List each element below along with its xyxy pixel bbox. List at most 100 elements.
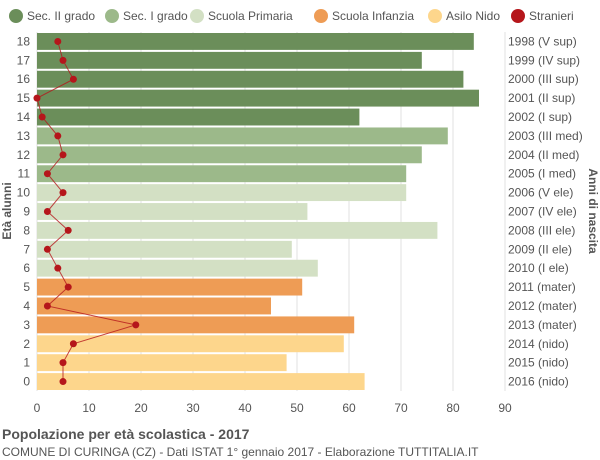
y-tick-label-age: 12 [17, 148, 31, 162]
legend-swatch [105, 9, 119, 23]
legend: Sec. II grado Sec. I grado Scuola Primaria… [9, 9, 574, 23]
y-tick-label-birth: 2010 (I ele) [508, 261, 569, 275]
stranieri-point [132, 321, 140, 329]
y-tick-label-birth: 1999 (IV sup) [508, 53, 580, 67]
stranieri-point [69, 75, 77, 83]
y-tick-label-age: 2 [23, 337, 30, 351]
y-tick-label-birth: 2011 (mater) [508, 280, 576, 294]
bar [37, 184, 407, 202]
stranieri-point [59, 378, 67, 386]
y-tick-label-birth: 2016 (nido) [508, 375, 569, 389]
bar [37, 354, 287, 372]
chart-footer-subtitle: COMUNE DI CURINGA (CZ) - Dati ISTAT 1° g… [2, 445, 479, 459]
y-tick-label-birth: 2009 (II ele) [508, 242, 572, 256]
bar [37, 165, 407, 183]
bar [37, 33, 474, 50]
stranieri-point [43, 208, 51, 215]
bars [37, 33, 479, 390]
y-tick-label-birth: 2015 (nido) [508, 356, 569, 370]
y-tick-label-age: 8 [23, 223, 30, 237]
y-tick-label-birth: 1998 (V sup) [508, 34, 577, 48]
x-tick-label: 80 [446, 401, 460, 415]
y-tick-label-age: 14 [17, 110, 31, 124]
bar [37, 221, 438, 239]
y-axis-right-label: Anni di nascita [586, 168, 600, 254]
x-tick-label: 60 [342, 401, 356, 415]
x-tick-label: 30 [186, 401, 200, 415]
bar [37, 278, 303, 296]
y-tick-label-age: 4 [23, 299, 30, 313]
legend-label: Sec. I grado [123, 9, 188, 23]
y-tick-label-age: 13 [17, 129, 31, 143]
bar [37, 108, 360, 126]
bar [37, 146, 422, 164]
legend-label: Sec. II grado [27, 9, 95, 23]
y-tick-label-age: 9 [23, 205, 30, 219]
stranieri-point [54, 37, 62, 45]
y-tick-label-age: 15 [17, 91, 31, 105]
bar [37, 240, 292, 258]
x-tick-label: 40 [238, 401, 252, 415]
x-tick-label: 20 [134, 401, 148, 415]
y-tick-label-birth: 2001 (II sup) [508, 91, 575, 105]
stranieri-point [54, 264, 62, 272]
x-tick-label: 70 [394, 401, 408, 415]
y-tick-label-birth: 2002 (I sup) [508, 110, 572, 124]
bar [37, 297, 271, 315]
y-tick-label-birth: 2013 (mater) [508, 318, 577, 332]
stranieri-point [59, 189, 67, 197]
y-tick-label-age: 16 [17, 72, 31, 86]
legend-swatch [314, 9, 328, 23]
y-axis-left-label: Età alunni [0, 182, 14, 239]
y-tick-label-age: 0 [23, 375, 30, 389]
bar [37, 70, 464, 88]
legend-swatch [511, 9, 525, 23]
x-tick-label: 10 [82, 401, 96, 415]
bar [37, 51, 422, 69]
bar [37, 127, 448, 145]
stranieri-series [33, 37, 140, 386]
y-tick-label-age: 7 [23, 242, 30, 256]
y-tick-label-age: 18 [17, 34, 31, 48]
stranieri-point [38, 113, 46, 121]
y-tick-label-birth: 2007 (IV ele) [508, 205, 577, 219]
y-tick-label-birth: 2003 (III med) [508, 129, 583, 143]
bar [37, 335, 344, 353]
y-tick-label-birth: 2008 (III ele) [508, 223, 575, 237]
stranieri-point [59, 151, 67, 159]
y-tick-label-birth: 2000 (III sup) [508, 72, 579, 86]
y-tick-label-age: 10 [17, 186, 31, 200]
legend-label: Asilo Nido [446, 9, 500, 23]
y-tick-label-age: 5 [23, 280, 30, 294]
y-tick-label-age: 11 [18, 167, 31, 181]
x-tick-label: 90 [498, 401, 512, 415]
legend-swatch [9, 9, 23, 23]
stranieri-point [59, 56, 67, 64]
legend-swatch [190, 9, 204, 23]
x-tick-label: 50 [290, 401, 304, 415]
stranieri-point [54, 132, 62, 140]
chart-footer-title: Popolazione per età scolastica - 2017 [2, 426, 250, 442]
stranieri-point [64, 226, 72, 234]
stranieri-point [43, 170, 51, 178]
y-tick-label-birth: 2005 (I med) [508, 167, 576, 181]
y-tick-label-birth: 2014 (nido) [508, 337, 569, 351]
stranieri-point [59, 359, 67, 367]
stranieri-point [33, 94, 41, 102]
stranieri-point [43, 302, 51, 310]
y-tick-label-age: 3 [23, 318, 30, 332]
legend-label: Scuola Primaria [208, 9, 293, 23]
legend-label: Scuola Infanzia [332, 9, 414, 23]
y-tick-label-age: 17 [17, 53, 31, 67]
y-tick-label-birth: 2012 (mater) [508, 299, 577, 313]
stranieri-point [69, 340, 77, 348]
bar [37, 259, 318, 277]
stranieri-point [64, 283, 72, 291]
stranieri-point [43, 245, 51, 253]
y-tick-label-age: 6 [23, 261, 30, 275]
y-tick-label-age: 1 [23, 356, 30, 370]
x-tick-label: 0 [34, 401, 41, 415]
legend-label: Stranieri [529, 9, 574, 23]
